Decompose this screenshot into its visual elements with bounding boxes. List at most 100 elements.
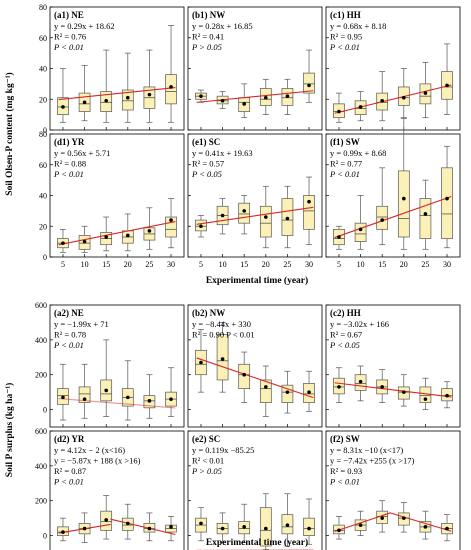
panel-4-xtick-label: 10 [81,260,89,269]
panel-6-xtick-label: 5 [337,260,341,269]
panel-10-stat-line: R² = 0.87 [54,466,86,476]
panel-12-title: (f2) SW [330,434,360,444]
panel-4-ytick-label: 60 [39,161,47,170]
panel-5-mean-point [307,199,311,204]
panel-6-mean-point [402,196,406,201]
panel-5-xtick-label: 30 [305,260,313,269]
panel-6-mean-point [337,235,341,239]
panel-1-stat-line: R² = 0.76 [54,32,86,42]
panel-10-ytick-label: 0 [43,532,47,541]
panel-1-box [121,89,134,111]
panel-5-box [238,202,251,224]
panel-5-stat-line: P < 0.05 [191,169,222,179]
panel-10-mean-point [104,518,108,522]
panel-6-xtick-label: 20 [400,260,408,269]
panel-10-mean-point [147,526,152,531]
panel-3-mean-point [402,95,406,100]
panel-3-fit-line [334,84,452,114]
panel-7-ytick-label: 0 [43,406,47,415]
panel-10-mean-point [169,525,173,529]
panel-4-xtick-label: 30 [167,260,175,269]
panel-7-fit-line [58,398,176,409]
panel-1-mean-point [169,85,173,89]
panel-7-mean-point [104,388,108,393]
panel-11-title: (e2) SC [192,434,220,444]
panel-3-mean-point [445,83,449,88]
panel-4-mean-point [169,218,173,222]
panel-5-mean-point [264,215,268,219]
panel-1-fit-line [58,87,176,101]
panel-11-mean-point [199,521,203,526]
panel-4-mean-point [126,233,130,238]
panel-4-xtick-label: 25 [145,260,153,269]
panel-12-fit-line [390,512,452,532]
panel-5-mean-point [220,213,225,218]
panel-6-box [419,198,432,239]
panel-10-title: (d2) YR [54,434,85,444]
panel-6-box [397,170,410,238]
panel-5-title: (e1) SC [192,137,220,147]
panel-6-xtick-label: 30 [443,260,451,269]
panel-5-fit-line [196,206,314,225]
panel-5-mean-point [199,224,203,229]
panel-6-box [354,222,367,242]
panel-5-xtick-label: 25 [283,260,291,269]
panel-1-frame [49,6,185,131]
panel-9-stat-line: P < 0.05 [329,340,360,350]
top-ylabel: Soil Olsen-P content (mg kg⁻¹) [4,72,15,195]
panel-7-mean-point [61,395,65,400]
panel-10-stat-line: P < 0.01 [53,477,84,487]
panel-2-stat-line: y = 0.28x + 16.85 [192,21,253,31]
panel-8-mean-point [220,357,225,361]
panel-4-ytick-label: 40 [39,192,47,201]
panel-8-fit-line [196,357,314,399]
panel-11-stat-line: P > 0.05 [191,466,222,476]
panel-4-ytick-label: 20 [39,222,47,231]
panel-5-xtick-label: 5 [199,260,203,269]
panel-4-fit-line [58,220,176,246]
panel-3-stat-line: R² = 0.95 [330,32,362,42]
panel-9-mean-point [402,390,406,394]
panel-1-ytick-label: 20 [39,95,47,104]
panel-6-xtick-label: 25 [421,260,429,269]
panel-11-mean-point [285,523,290,527]
panel-5-box [259,205,272,238]
panel-11-mean-point [242,525,246,529]
panel-7-stat-line: P < 0.01 [53,340,84,350]
panel-9-frame [325,304,461,428]
panel-6-xtick-label: 15 [378,260,386,269]
panel-4-xtick-label: 20 [124,260,132,269]
panel-8-mean-point [242,372,246,377]
panel-2-mean-point [199,94,203,98]
panel-9-mean-point [445,393,449,398]
panel-4-xtick-label: 5 [61,260,65,269]
panel-11-mean-point [307,526,311,531]
panel-12-mean-point [445,526,449,531]
panel-12-mean-point [337,528,341,533]
panel-3-stat-line: y = 0.68x + 8.18 [330,21,386,31]
panel-7-ytick-label: 400 [35,336,47,345]
panel-8-stat-line: y = −8.44x + 330 [192,319,251,329]
panel-8-stat-line: R² = 0.90 P < 0.01 [192,330,255,340]
panel-8-title: (b2) NW [192,308,225,318]
panel-12-stat-line: R² = 0.93 [330,466,362,476]
panel-1-ytick-label: 40 [39,65,47,74]
panel-7-mean-point [126,395,130,400]
panel-6-xtick-label: 10 [357,260,365,269]
panel-6-title: (f1) SW [330,137,360,147]
panel-8-mean-point [285,390,290,394]
panel-12-mean-point [380,516,384,520]
panel-3-mean-point [423,91,428,95]
panel-6-mean-point [423,212,428,216]
panel-2-mean-point [220,98,225,103]
panel-6-fit-line [334,195,452,239]
panel-2-box [303,72,315,94]
panel-6-frame [325,133,461,258]
panel-1-mean-point [61,105,65,109]
top-xlabel: Experimental time (year) [206,275,308,286]
panel-1-mean-point [126,95,130,100]
panel-6-stat-line: y = 0.99x + 8.68 [330,148,386,158]
panel-9-mean-point [380,385,384,389]
panel-5-box [303,195,315,230]
